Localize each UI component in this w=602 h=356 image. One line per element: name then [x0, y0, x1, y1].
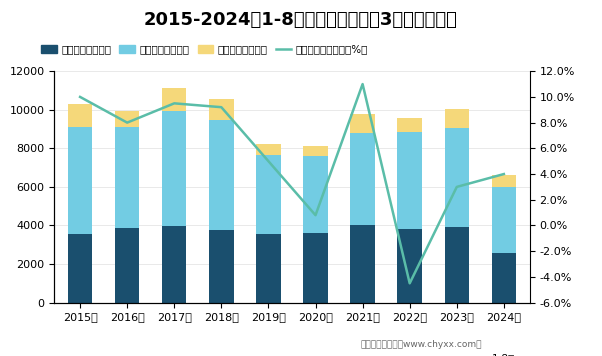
Bar [68, 127, 92, 234]
Bar [256, 155, 281, 234]
Bar [162, 88, 187, 111]
Bar [350, 225, 375, 303]
Bar [444, 227, 469, 303]
Text: 1-8月: 1-8月 [492, 354, 515, 356]
Bar [397, 132, 422, 229]
Bar [492, 175, 516, 187]
Bar [350, 133, 375, 225]
Bar [444, 109, 469, 128]
Bar [397, 229, 422, 303]
Bar [68, 234, 92, 303]
Bar [162, 111, 187, 226]
Bar [397, 118, 422, 132]
Bar [492, 187, 516, 253]
Bar [162, 226, 187, 303]
Bar [209, 99, 234, 120]
Text: 2015-2024年1-8月江苏省工业企业3类费用统计图: 2015-2024年1-8月江苏省工业企业3类费用统计图 [144, 11, 458, 29]
Bar [68, 104, 92, 127]
Bar [492, 253, 516, 303]
Bar [209, 120, 234, 230]
Legend: 销售费用（亿元）, 管理费用（亿元）, 财务费用（亿元）, 销售费用累计增长（%）: 销售费用（亿元）, 管理费用（亿元）, 财务费用（亿元）, 销售费用累计增长（%… [42, 44, 368, 54]
Bar [256, 234, 281, 303]
Bar [350, 114, 375, 133]
Bar [303, 146, 327, 156]
Bar [115, 111, 140, 127]
Bar [115, 127, 140, 228]
Bar [444, 128, 469, 227]
Bar [256, 145, 281, 155]
Bar [209, 230, 234, 303]
Bar [303, 156, 327, 233]
Text: 制图：智研咍询（www.chyxx.com）: 制图：智研咍询（www.chyxx.com） [361, 340, 482, 349]
Bar [303, 233, 327, 303]
Bar [115, 228, 140, 303]
